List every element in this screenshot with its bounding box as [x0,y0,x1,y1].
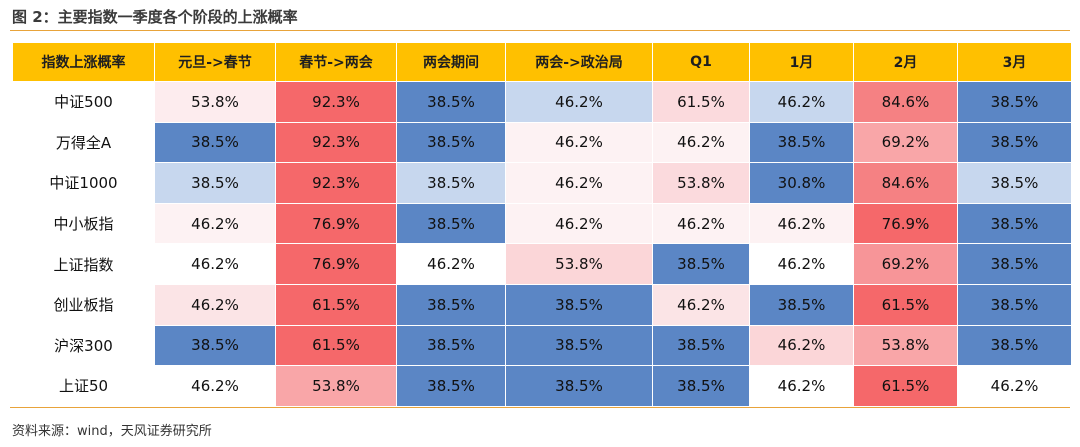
heat-cell: 46.2% [155,284,275,325]
column-header: 春节->两会 [276,43,396,81]
table-row: 中证1000 38.5% 92.3% 38.5% 46.2% 53.8% 30.8% 84.6… [13,163,1071,203]
heat-cell: 53.8% [506,244,652,284]
heat-cell: 53.8% [276,366,396,406]
heat-cell: 38.5% [506,284,652,325]
heat-cell: 46.2% [750,82,853,122]
heat-cell: 76.9% [276,203,396,244]
table-row: 沪深300 38.5% 61.5% 38.5% 38.5% 38.5% 46.2% 53.8%… [13,325,1071,366]
heat-cell: 92.3% [276,122,396,163]
heat-cell: 38.5% [397,163,505,203]
table-row: 上证指数 46.2% 76.9% 46.2% 53.8% 38.5% 46.2% 69.2% 3… [13,244,1071,284]
heat-cell: 38.5% [155,325,275,366]
heat-cell: 38.5% [958,163,1071,203]
heat-cell: 46.2% [750,244,853,284]
heatmap-body: 中证500 53.8% 92.3% 38.5% 46.2% 61.5% 46.2% 84.6%… [13,82,1071,406]
heat-cell: 38.5% [653,244,749,284]
table-row: 上证50 46.2% 53.8% 38.5% 38.5% 38.5% 46.2% 61.5% 4… [13,366,1071,406]
column-header: 元旦->春节 [155,43,275,81]
row-label: 万得全A [13,122,154,163]
heat-cell: 46.2% [155,203,275,244]
heat-cell: 84.6% [854,82,957,122]
heat-cell: 46.2% [506,82,652,122]
heat-cell: 38.5% [397,203,505,244]
heat-cell: 38.5% [958,244,1071,284]
heat-cell: 38.5% [958,325,1071,366]
column-header: 两会期间 [397,43,505,81]
heat-cell: 61.5% [653,82,749,122]
heat-cell: 38.5% [155,122,275,163]
heat-cell: 38.5% [155,163,275,203]
heat-cell: 38.5% [653,366,749,406]
heat-cell: 46.2% [653,284,749,325]
column-header: 两会->政治局 [506,43,652,81]
table-row: 中证500 53.8% 92.3% 38.5% 46.2% 61.5% 46.2% 84.6%… [13,82,1071,122]
heat-cell: 46.2% [653,122,749,163]
heat-cell: 30.8% [750,163,853,203]
column-header: 1月 [750,43,853,81]
row-label: 上证指数 [13,244,154,284]
heat-cell: 46.2% [506,122,652,163]
heat-cell: 46.2% [750,366,853,406]
table-row: 中小板指 46.2% 76.9% 38.5% 46.2% 46.2% 46.2% 76.9% 3… [13,203,1071,244]
heat-cell: 38.5% [397,366,505,406]
heat-cell: 53.8% [854,325,957,366]
heat-cell: 38.5% [397,325,505,366]
heat-cell: 61.5% [854,284,957,325]
heat-cell: 38.5% [750,284,853,325]
heat-cell: 84.6% [854,163,957,203]
heat-cell: 46.2% [506,203,652,244]
heat-cell: 69.2% [854,122,957,163]
heat-cell: 46.2% [958,366,1071,406]
heat-cell: 76.9% [854,203,957,244]
heat-cell: 76.9% [276,244,396,284]
row-label: 中证1000 [13,163,154,203]
header-row: 指数上涨概率 元旦->春节 春节->两会 两会期间 两会->政治局 Q1 1月 2月 3月 [13,43,1071,81]
title-divider [10,30,1070,31]
table-bottom-divider [10,407,1070,408]
heat-cell: 53.8% [653,163,749,203]
heat-cell: 38.5% [506,366,652,406]
heat-cell: 46.2% [750,325,853,366]
heat-cell: 46.2% [155,244,275,284]
heat-cell: 61.5% [276,284,396,325]
heat-cell: 38.5% [506,325,652,366]
table-row: 创业板指 46.2% 61.5% 38.5% 38.5% 46.2% 38.5% 61.5% 3… [13,284,1071,325]
heat-cell: 69.2% [854,244,957,284]
heat-cell: 92.3% [276,82,396,122]
heat-cell: 53.8% [155,82,275,122]
row-label: 中证500 [13,82,154,122]
heat-cell: 46.2% [155,366,275,406]
heat-cell: 38.5% [958,203,1071,244]
heat-cell: 46.2% [397,244,505,284]
heat-cell: 46.2% [750,203,853,244]
row-label: 创业板指 [13,284,154,325]
heat-cell: 38.5% [958,82,1071,122]
heat-cell: 46.2% [506,163,652,203]
column-header: 2月 [854,43,957,81]
heat-cell: 61.5% [276,325,396,366]
heat-cell: 38.5% [958,122,1071,163]
heat-cell: 38.5% [958,284,1071,325]
row-label: 上证50 [13,366,154,406]
row-label: 沪深300 [13,325,154,366]
heat-cell: 38.5% [397,82,505,122]
heat-cell: 38.5% [750,122,853,163]
table-row: 万得全A 38.5% 92.3% 38.5% 46.2% 46.2% 38.5% 69.2% 3… [13,122,1071,163]
row-label: 中小板指 [13,203,154,244]
heat-cell: 46.2% [653,203,749,244]
heat-cell: 38.5% [653,325,749,366]
source-note: 资料来源：wind，天风证券研究所 [12,424,212,439]
heatmap-table: 指数上涨概率 元旦->春节 春节->两会 两会期间 两会->政治局 Q1 1月 2月 3月 中… [12,42,1072,407]
heat-cell: 61.5% [854,366,957,406]
figure-title: 图 2：主要指数一季度各个阶段的上涨概率 [12,8,298,26]
column-header: Q1 [653,43,749,81]
corner-header: 指数上涨概率 [13,43,154,81]
column-header: 3月 [958,43,1071,81]
heat-cell: 38.5% [397,284,505,325]
heat-cell: 92.3% [276,163,396,203]
heat-cell: 38.5% [397,122,505,163]
